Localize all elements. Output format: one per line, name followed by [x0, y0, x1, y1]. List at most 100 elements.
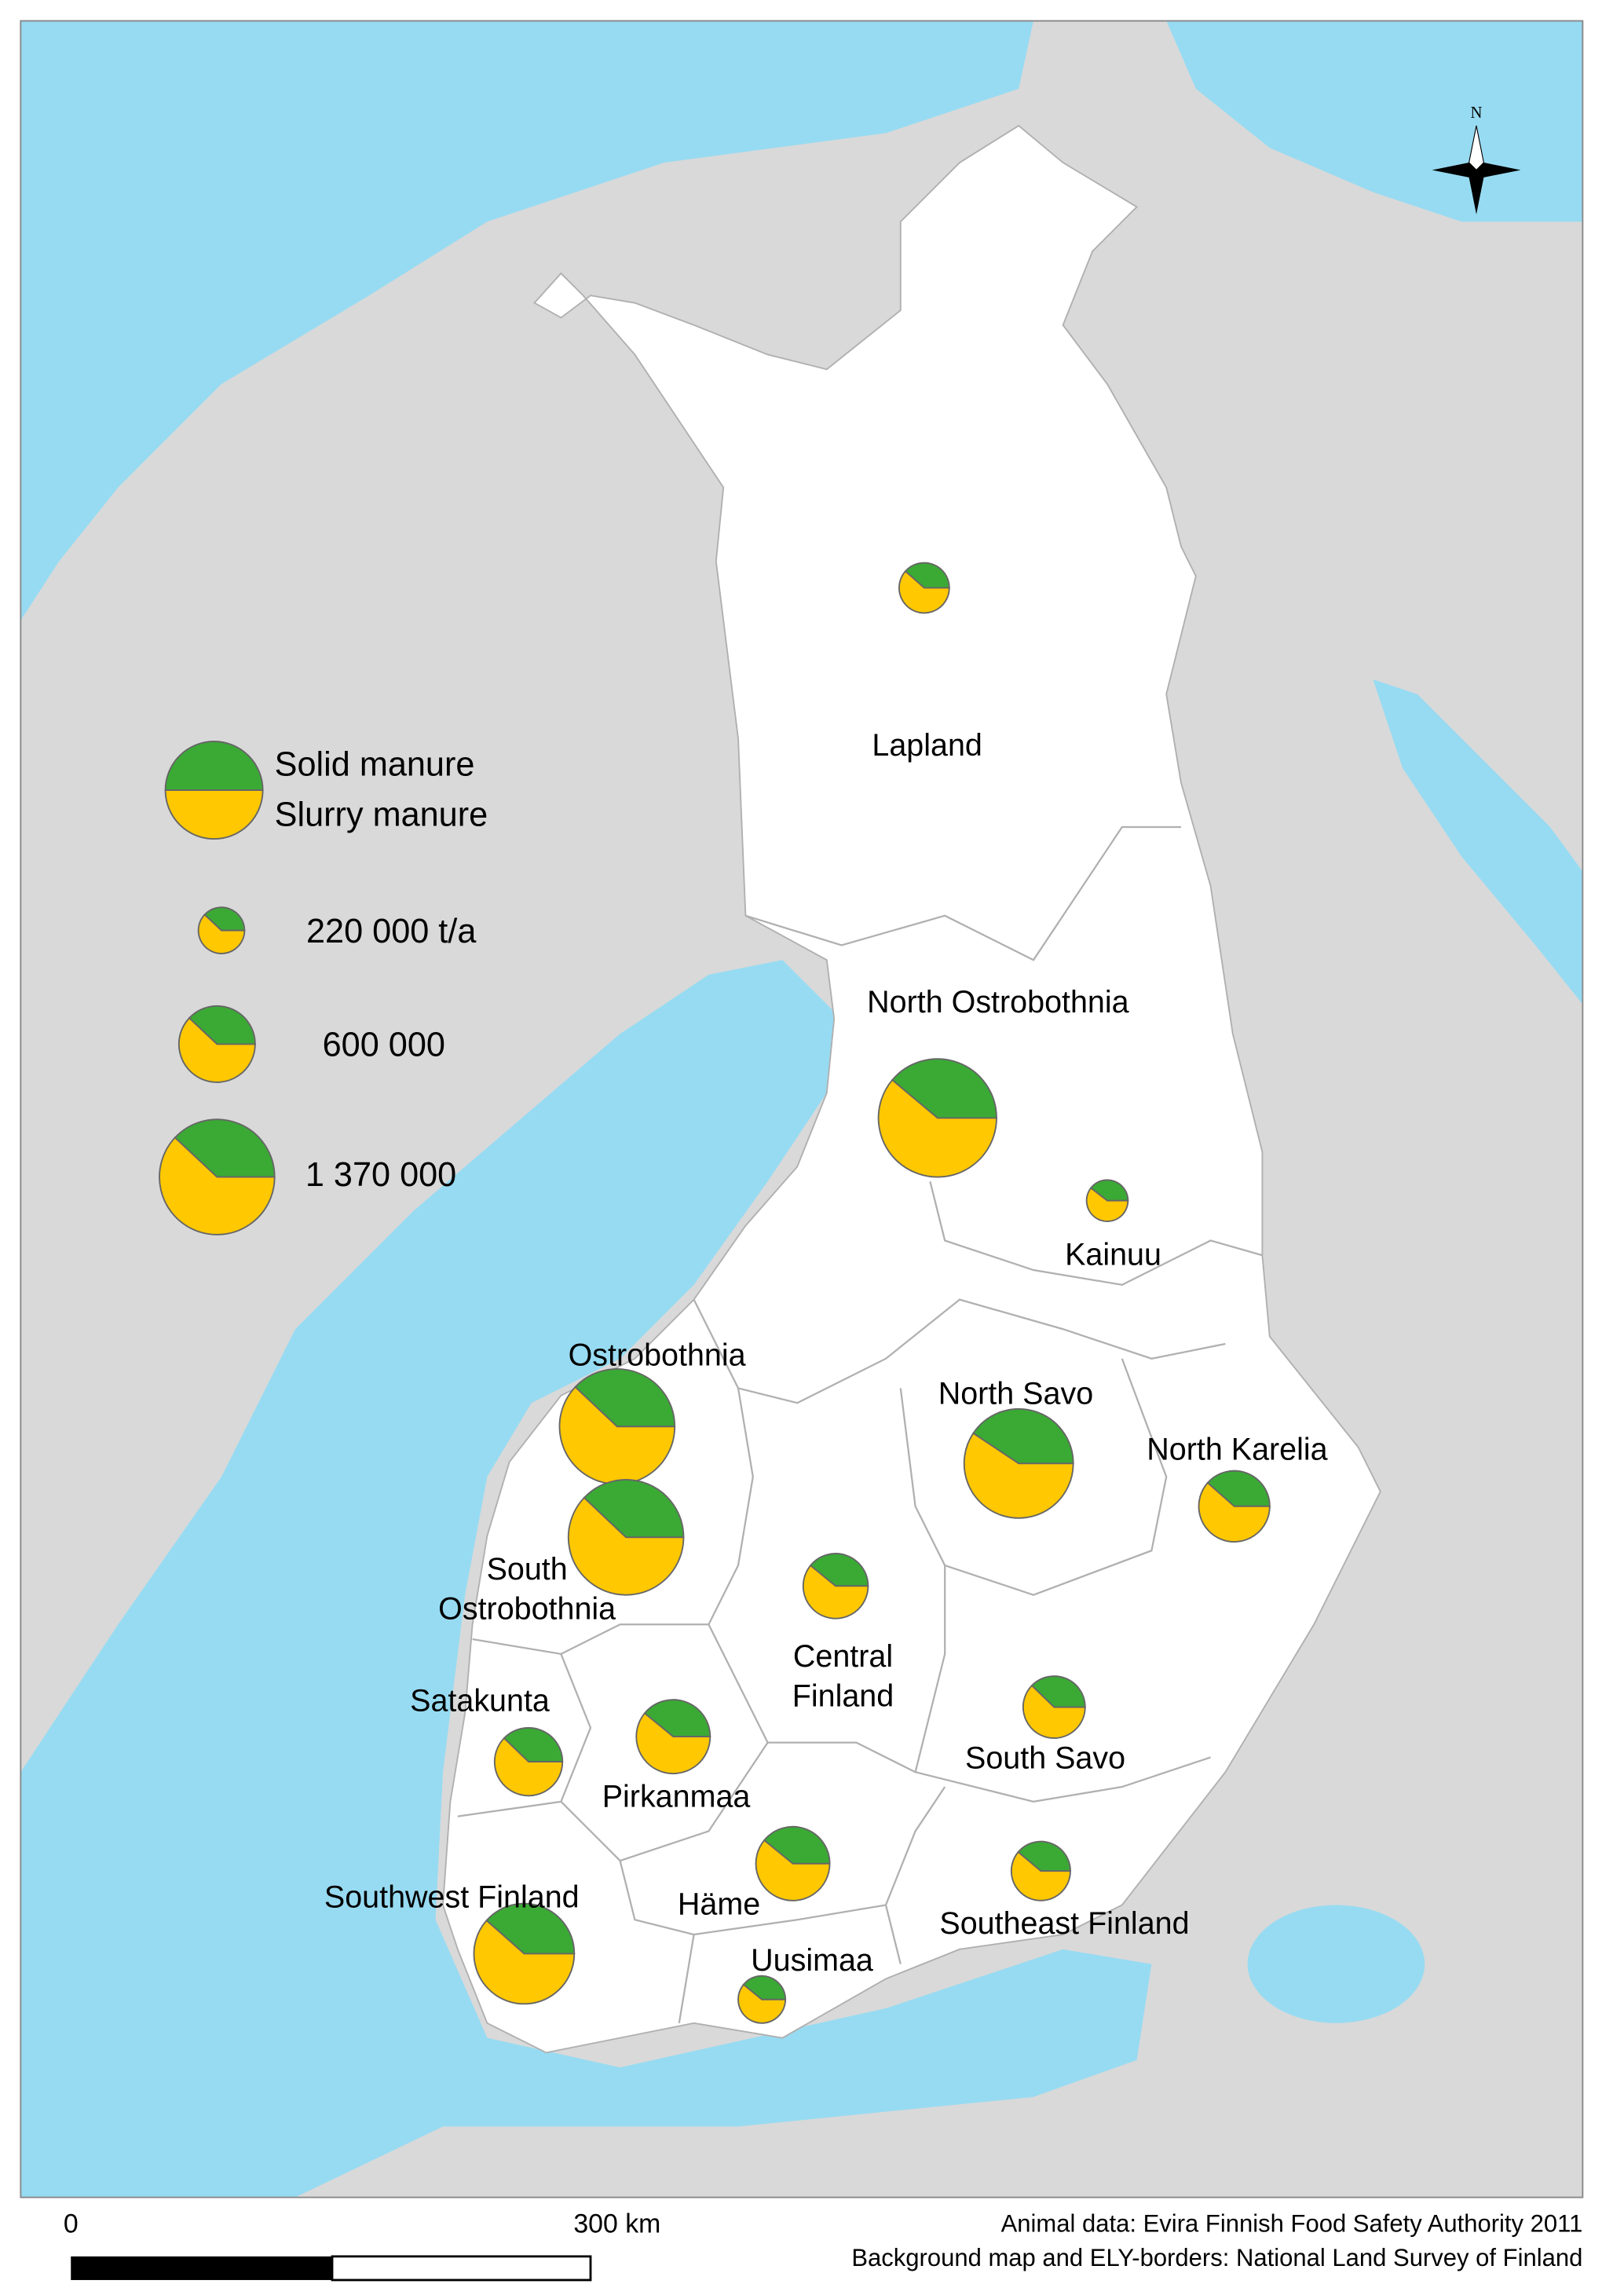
- compass-rose: N: [1432, 104, 1521, 214]
- pie-slurry: [898, 569, 950, 614]
- legend-slurry-swatch: [164, 789, 264, 840]
- border: [560, 1653, 769, 1862]
- baltic-sea: [20, 960, 1152, 2198]
- region-label: Ostrobothnia: [569, 1338, 746, 1372]
- pie-slurry: [567, 1496, 685, 1596]
- legend-size-label: 1 370 000: [305, 1156, 456, 1194]
- region-label: North Karelia: [1147, 1433, 1327, 1467]
- pie-solid: [742, 1975, 787, 2000]
- pie-slurry: [159, 1137, 276, 1235]
- legend-size-symbol: [159, 1118, 276, 1235]
- region-label: Satakunta: [410, 1683, 550, 1718]
- lake-ladoga: [1247, 1905, 1425, 2023]
- border: [678, 1934, 695, 2024]
- norwegian-sea: [20, 20, 1034, 620]
- pie-slurry: [197, 913, 246, 954]
- pie-slurry: [1198, 1481, 1271, 1543]
- region-label: North Savo: [938, 1376, 1093, 1411]
- map-frame: [20, 20, 1584, 2198]
- scale-bar: 0 300 km: [64, 2209, 660, 2282]
- pie: [737, 1975, 787, 2024]
- pie-solid: [503, 1726, 564, 1763]
- border: [619, 1786, 946, 1936]
- credit: Background map and ELY-borders: National…: [851, 2244, 1582, 2271]
- pie: [1085, 1179, 1129, 1222]
- region-label: Finland: [792, 1679, 894, 1714]
- pie-slurry: [1022, 1684, 1086, 1739]
- pie-solid: [904, 562, 950, 589]
- region-label: Häme: [678, 1887, 760, 1922]
- compass-north: [1468, 125, 1485, 171]
- legend-size-symbol: [177, 1005, 256, 1083]
- region-label: North Ostrobothnia: [867, 985, 1129, 1019]
- credit: Animal data: Evira Finnish Food Safety A…: [1001, 2210, 1583, 2238]
- pie-solid: [1089, 1179, 1129, 1202]
- pie-slurry: [877, 1078, 997, 1178]
- region-label: South: [487, 1552, 568, 1587]
- region-label: Uusimaa: [751, 1943, 873, 1978]
- pie-slurry: [1010, 1850, 1071, 1902]
- region-label: South Savo: [965, 1741, 1125, 1776]
- pie: [802, 1553, 869, 1620]
- pie-slurry: [493, 1737, 564, 1797]
- legend: Solid manure Slurry manure: [164, 741, 488, 840]
- scale-segment: [331, 2255, 592, 2282]
- legend-label: Solid manure: [275, 745, 475, 783]
- pie-solid: [1206, 1470, 1271, 1507]
- pie: [755, 1825, 831, 1902]
- legend-label: Slurry manure: [275, 796, 488, 833]
- pie-solid: [891, 1058, 997, 1119]
- pie-slurry: [635, 1712, 711, 1775]
- pie-solid: [583, 1479, 685, 1539]
- border: [457, 1800, 561, 1817]
- pie: [898, 562, 950, 614]
- pie-slurry: [755, 1839, 831, 1902]
- white-sea: [1373, 679, 1583, 1005]
- pie: [473, 1902, 576, 2005]
- pie: [558, 1368, 676, 1485]
- compass-label: N: [1471, 104, 1483, 122]
- region-label: Southeast Finland: [939, 1906, 1189, 1941]
- pie-solid: [809, 1553, 869, 1587]
- border: [745, 825, 1181, 961]
- pie: [877, 1058, 997, 1178]
- ely-borders: [457, 825, 1263, 2024]
- pie-solid: [203, 906, 246, 932]
- pie-solid: [188, 1005, 256, 1045]
- scale-label: 0: [64, 2209, 79, 2238]
- pie-solid: [174, 1118, 276, 1178]
- legend-size-label: 220 000 t/a: [306, 913, 477, 950]
- region-label: Southwest Finland: [324, 1880, 580, 1914]
- basemap: [20, 20, 1584, 2198]
- pie-solid: [574, 1368, 676, 1428]
- scale-label: 300 km: [573, 2209, 660, 2238]
- border: [899, 1358, 1168, 1596]
- pie: [963, 1407, 1074, 1519]
- pie-solid: [485, 1902, 576, 1955]
- pie-slurry: [737, 1983, 787, 2024]
- pie-solid: [1030, 1675, 1086, 1708]
- scale-segment: [71, 2256, 333, 2280]
- legend-size-label: 600 000: [323, 1027, 445, 1064]
- region-label: Lapland: [872, 728, 982, 763]
- border: [929, 1180, 1263, 1287]
- region-label: Ostrobothnia: [438, 1592, 616, 1627]
- pie: [1022, 1675, 1086, 1739]
- pie: [635, 1699, 711, 1775]
- legend-solid-swatch: [164, 741, 264, 791]
- region-label: Central: [793, 1639, 893, 1674]
- pie: [567, 1479, 685, 1596]
- region-label: Pirkanmaa: [602, 1780, 751, 1814]
- pie-slurry: [473, 1919, 576, 2005]
- pie: [1198, 1470, 1271, 1543]
- border: [693, 1298, 1226, 1404]
- pie-slurry: [177, 1016, 256, 1083]
- pie-slurry: [963, 1432, 1074, 1519]
- pie: [1010, 1840, 1071, 1902]
- pie-slurry: [1085, 1187, 1129, 1222]
- pie-slurry: [558, 1385, 676, 1485]
- pie-slurry: [802, 1564, 869, 1620]
- pie-solid: [1017, 1840, 1071, 1872]
